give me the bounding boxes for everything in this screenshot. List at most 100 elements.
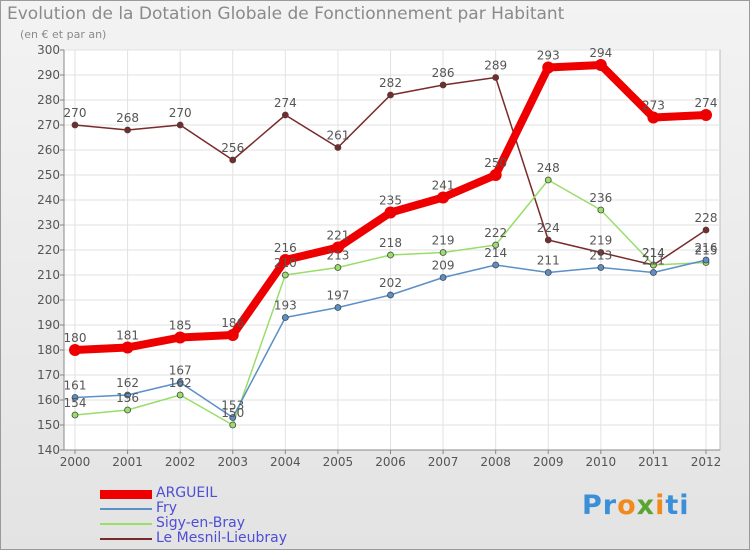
data-label-fry: 197	[326, 289, 349, 303]
legend-item-sigy-en-bray: Sigy-en-Bray	[100, 515, 320, 532]
data-point-le-mesnil-lieubray	[597, 249, 605, 256]
data-point-le-mesnil-lieubray	[124, 126, 131, 134]
data-label-argueil: 293	[537, 49, 560, 63]
data-point-sigy-en-bray	[544, 176, 552, 184]
data-label-sigy-en-bray: 219	[432, 234, 455, 248]
data-point-fry	[439, 274, 447, 281]
x-tick-label: 2011	[638, 455, 669, 469]
legend-swatch-le-mesnil-lieubray	[100, 538, 152, 540]
x-tick-label: 2007	[428, 455, 459, 469]
data-point-sigy-en-bray	[492, 241, 500, 249]
data-point-sigy-en-bray	[281, 271, 289, 279]
data-point-argueil	[279, 254, 292, 266]
data-label-fry: 214	[484, 246, 507, 260]
x-tick-label: 2005	[323, 455, 354, 469]
legend-item-fry: Fry	[100, 500, 320, 517]
y-tick-label: 230	[37, 218, 60, 232]
data-point-fry	[387, 291, 394, 299]
legend-item-argueil: ARGUEIL	[100, 485, 320, 502]
data-label-sigy-en-bray: 236	[589, 191, 612, 205]
data-label-sigy-en-bray: 222	[484, 226, 507, 240]
data-label-le-mesnil-lieubray: 270	[169, 106, 192, 120]
data-point-le-mesnil-lieubray	[334, 144, 342, 151]
data-point-le-mesnil-lieubray	[702, 226, 710, 234]
data-label-le-mesnil-lieubray: 228	[695, 211, 718, 225]
x-tick-label: 2003	[217, 455, 248, 469]
data-label-fry: 213	[589, 249, 612, 263]
data-label-sigy-en-bray: 213	[326, 249, 349, 263]
data-point-sigy-en-bray	[387, 251, 394, 259]
data-label-le-mesnil-lieubray: 289	[484, 59, 507, 73]
data-point-fry	[281, 314, 289, 321]
y-tick-label: 280	[37, 93, 60, 107]
data-label-sigy-en-bray: 215	[695, 244, 718, 258]
data-point-le-mesnil-lieubray	[71, 121, 79, 129]
data-label-le-mesnil-lieubray: 219	[589, 234, 612, 248]
data-label-fry: 161	[64, 379, 87, 393]
x-tick-label: 2009	[533, 455, 564, 469]
data-label-le-mesnil-lieubray: 268	[116, 111, 139, 125]
data-point-sigy-en-bray	[176, 391, 184, 399]
x-tick-label: 2000	[60, 455, 91, 469]
data-label-le-mesnil-lieubray: 224	[537, 221, 560, 235]
data-label-fry: 153	[221, 399, 244, 413]
data-point-sigy-en-bray	[334, 264, 342, 271]
data-label-fry: 211	[642, 254, 665, 268]
data-label-le-mesnil-lieubray: 256	[221, 141, 244, 155]
data-label-fry: 211	[537, 254, 560, 268]
data-label-le-mesnil-lieubray: 274	[274, 96, 297, 110]
data-label-sigy-en-bray: 162	[169, 376, 192, 390]
data-label-argueil: 181	[116, 329, 139, 343]
data-point-argueil	[69, 344, 81, 356]
data-point-argueil	[647, 111, 660, 124]
x-tick-label: 2001	[112, 455, 143, 469]
data-point-argueil	[542, 61, 555, 74]
data-point-sigy-en-bray	[650, 261, 657, 269]
data-point-sigy-en-bray	[439, 249, 447, 256]
x-tick-label: 2004	[270, 455, 301, 469]
data-label-le-mesnil-lieubray: 214	[642, 246, 665, 260]
data-label-argueil: 294	[589, 46, 612, 60]
data-point-le-mesnil-lieubray	[492, 74, 500, 81]
y-tick-label: 140	[37, 443, 60, 457]
legend-item-le-mesnil-lieubray: Le Mesnil-Lieubray	[100, 530, 320, 547]
data-label-sigy-en-bray: 248	[537, 161, 560, 175]
data-point-argueil	[384, 206, 397, 219]
data-label-sigy-en-bray: 218	[379, 236, 402, 250]
data-point-le-mesnil-lieubray	[439, 81, 447, 89]
data-label-argueil: 221	[326, 229, 349, 243]
legend-swatch-fry	[100, 508, 152, 510]
data-label-argueil: 235	[379, 194, 402, 208]
legend-label-sigy-en-bray: Sigy-en-Bray	[156, 515, 246, 531]
data-point-argueil	[437, 191, 450, 204]
y-tick-label: 210	[37, 268, 60, 282]
y-tick-label: 220	[37, 243, 60, 257]
data-label-argueil: 180	[64, 331, 87, 345]
data-point-sigy-en-bray	[124, 406, 131, 414]
legend-label-le-mesnil-lieubray: Le Mesnil-Lieubray	[156, 530, 287, 546]
y-tick-label: 180	[37, 343, 60, 357]
data-point-fry	[492, 261, 500, 269]
data-label-fry: 193	[274, 299, 297, 313]
x-tick-label: 2010	[586, 455, 617, 469]
data-label-sigy-en-bray: 156	[116, 391, 139, 405]
y-tick-label: 270	[37, 118, 60, 132]
data-point-argueil	[594, 59, 607, 71]
data-label-argueil: 241	[432, 179, 455, 193]
y-tick-label: 190	[37, 318, 60, 332]
data-point-le-mesnil-lieubray	[281, 111, 289, 119]
data-label-argueil: 250	[484, 156, 507, 170]
data-point-fry	[597, 264, 605, 271]
data-label-argueil: 274	[695, 96, 718, 110]
data-point-le-mesnil-lieubray	[387, 91, 394, 99]
y-tick-label: 170	[37, 368, 60, 382]
data-point-le-mesnil-lieubray	[176, 121, 184, 129]
data-point-fry	[702, 256, 710, 264]
y-tick-label: 300	[37, 43, 60, 57]
data-point-fry	[124, 391, 131, 399]
x-tick-label: 2008	[480, 455, 511, 469]
data-point-argueil	[700, 109, 712, 121]
y-tick-label: 200	[37, 293, 60, 307]
chart-title: Evolution de la Dotation Globale de Fonc…	[7, 4, 565, 24]
data-point-le-mesnil-lieubray	[544, 236, 552, 244]
